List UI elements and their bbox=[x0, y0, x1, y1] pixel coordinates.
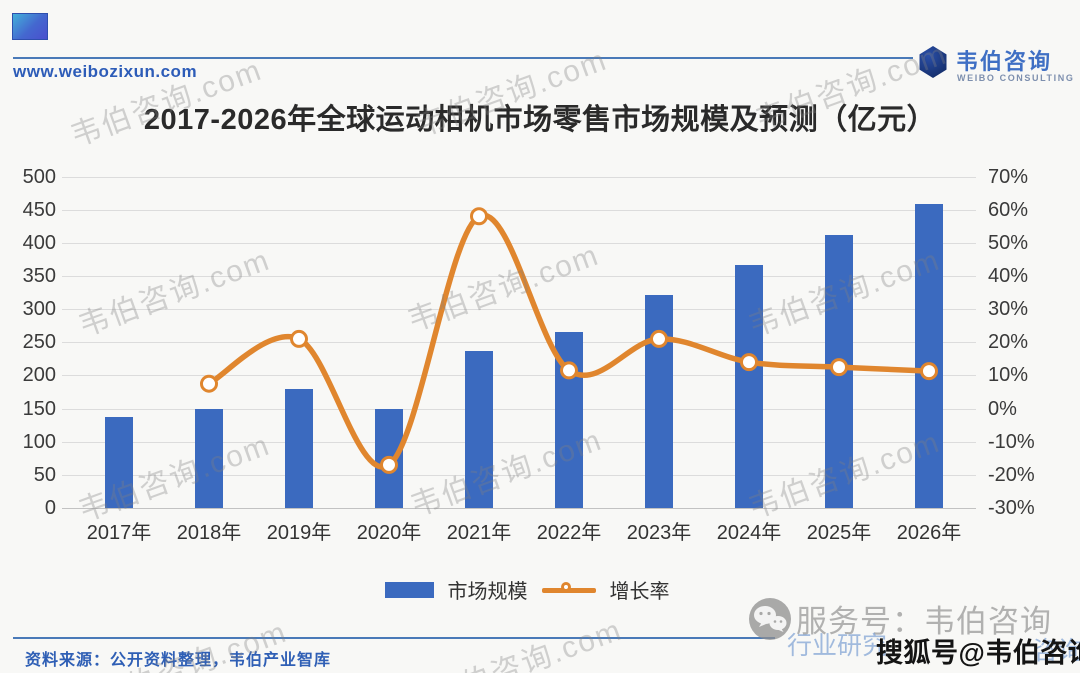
left-axis-tick: 350 bbox=[22, 264, 56, 287]
right-axis-tick: 0% bbox=[988, 397, 1017, 420]
x-axis-label: 2019年 bbox=[266, 522, 332, 544]
chart-title: 2017-2026年全球运动相机市场零售市场规模及预测（亿元） bbox=[143, 104, 937, 136]
brand-subtitle: WEIBO CONSULTING bbox=[957, 73, 1075, 83]
x-axis-label: 2022年 bbox=[536, 522, 602, 544]
gridline bbox=[62, 176, 976, 178]
top-divider-line bbox=[13, 57, 913, 59]
bar-2024年 bbox=[735, 264, 763, 508]
corner-logo-square bbox=[12, 13, 48, 40]
left-axis-tick: 0 bbox=[44, 497, 56, 519]
x-axis-label: 2026年 bbox=[896, 522, 962, 544]
line-marker bbox=[290, 329, 308, 348]
brand-name: 韦伯咨询 bbox=[956, 49, 1053, 74]
left-axis-tick: 250 bbox=[22, 331, 56, 354]
bar-2017年 bbox=[105, 416, 133, 508]
right-axis-tick: 50% bbox=[988, 231, 1029, 254]
legend-line-swatch bbox=[541, 581, 596, 599]
bar-2019年 bbox=[285, 388, 313, 508]
bar-2018年 bbox=[195, 408, 223, 508]
left-axis-tick: 500 bbox=[22, 165, 56, 188]
right-axis-tick: 60% bbox=[988, 198, 1029, 221]
x-axis-label: 2023年 bbox=[626, 522, 692, 544]
bar-2025年 bbox=[825, 234, 853, 508]
legend-line-label: 增长率 bbox=[609, 581, 670, 603]
line-marker bbox=[470, 207, 488, 226]
left-axis-tick: 450 bbox=[22, 198, 56, 221]
left-axis-tick: 200 bbox=[22, 364, 56, 387]
bar-2023年 bbox=[645, 294, 673, 508]
right-axis-tick: 30% bbox=[988, 298, 1029, 321]
left-axis-tick: 50 bbox=[33, 463, 56, 486]
right-axis-tick: -30% bbox=[988, 497, 1035, 519]
wechat-service-watermark: 服务号：韦伯咨询 bbox=[796, 604, 1052, 639]
gridline bbox=[62, 508, 976, 509]
sohu-account-watermark: 搜狐号@韦伯咨询 bbox=[876, 638, 1080, 668]
bar-2021年 bbox=[465, 350, 493, 508]
gridline bbox=[62, 474, 976, 476]
x-axis-label: 2020年 bbox=[356, 522, 422, 544]
line-marker bbox=[200, 374, 218, 393]
legend-line-marker bbox=[560, 581, 571, 592]
legend-bar-label: 市场规模 bbox=[447, 581, 528, 603]
x-axis-label: 2017年 bbox=[86, 522, 152, 544]
website-url: www.weibozixun.com bbox=[13, 62, 198, 81]
x-axis-label: 2021年 bbox=[446, 522, 512, 544]
x-axis-label: 2024年 bbox=[716, 522, 782, 544]
wechat-icon bbox=[749, 598, 791, 640]
right-axis-tick: 10% bbox=[988, 364, 1029, 387]
right-axis-tick: -20% bbox=[988, 463, 1035, 486]
bar-2026年 bbox=[915, 204, 943, 508]
bar-2020年 bbox=[375, 409, 403, 508]
gridline bbox=[62, 209, 976, 211]
faint-blue-watermark-right: 咨询 bbox=[1033, 637, 1080, 665]
left-axis-tick: 300 bbox=[22, 298, 56, 321]
chart-legend: 市场规模 增长率 bbox=[0, 575, 1054, 604]
right-axis-tick: 20% bbox=[988, 331, 1029, 354]
right-axis-tick: -10% bbox=[988, 430, 1035, 453]
x-axis-label: 2018年 bbox=[176, 522, 242, 544]
left-axis-tick: 150 bbox=[22, 397, 56, 420]
data-source-note: 资料来源：公开资料整理，韦伯产业智库 bbox=[25, 652, 332, 669]
left-axis-tick: 400 bbox=[22, 231, 56, 254]
bar-2022年 bbox=[555, 332, 583, 508]
right-axis-tick: 40% bbox=[988, 264, 1029, 287]
x-axis-label: 2025年 bbox=[806, 522, 872, 544]
legend-bar-swatch bbox=[384, 581, 434, 598]
right-axis-tick: 70% bbox=[988, 165, 1029, 188]
left-axis-tick: 100 bbox=[22, 430, 56, 453]
bottom-divider-line bbox=[13, 637, 775, 639]
faint-blue-watermark-left: 行业研究 bbox=[787, 632, 888, 660]
